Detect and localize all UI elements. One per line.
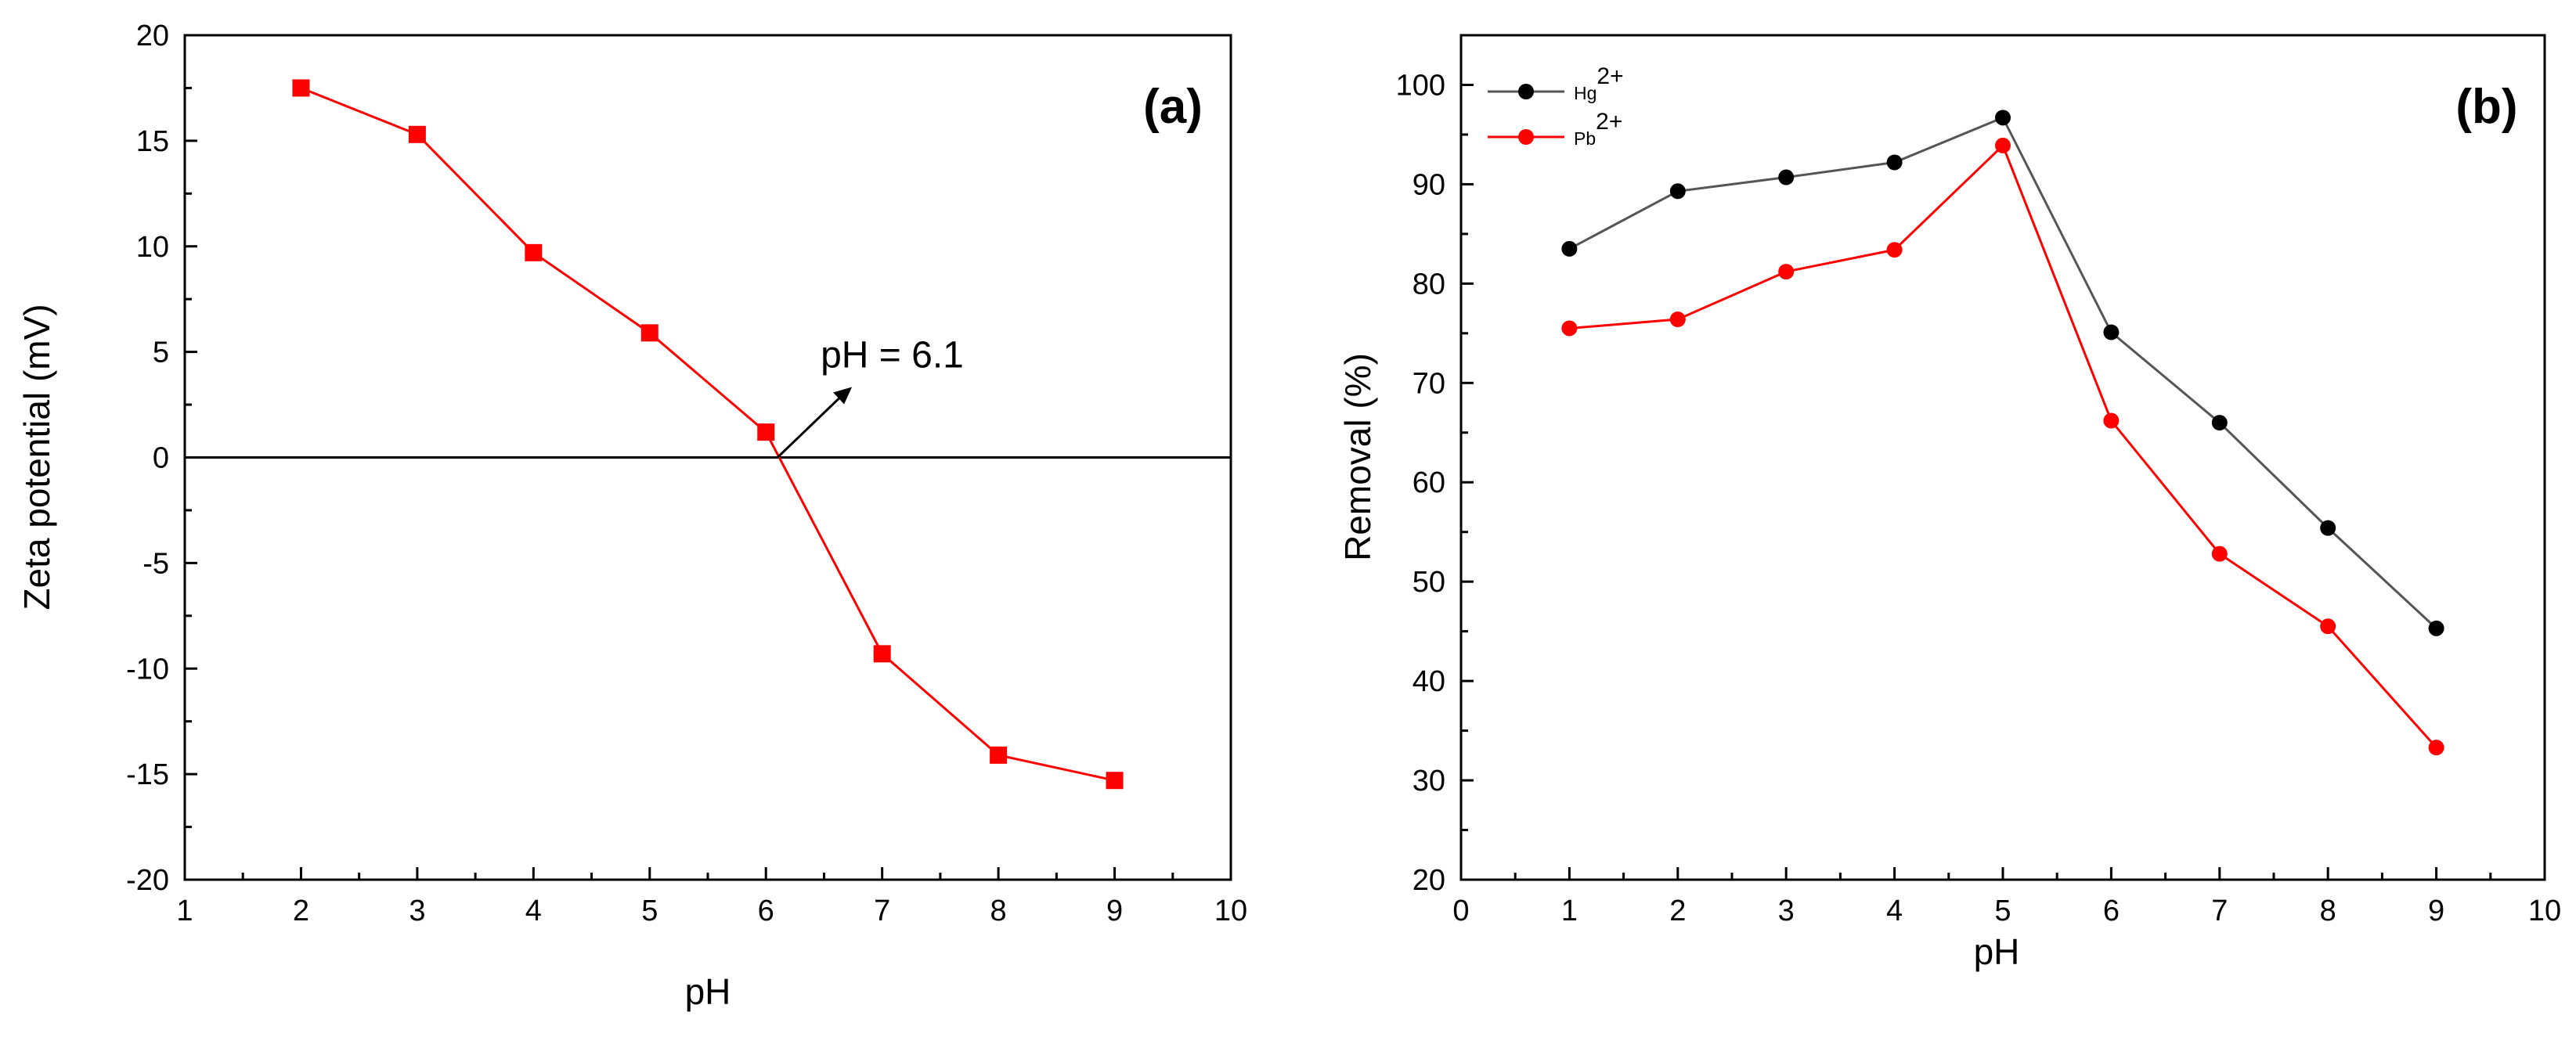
x-tick-label: 0 <box>1452 895 1469 927</box>
legend-label-superscript: 2+ <box>1596 109 1622 135</box>
x-tick-label: 9 <box>1106 895 1123 927</box>
legend-label-base: Hg <box>1574 83 1596 103</box>
x-tick-label: 10 <box>1214 895 1247 927</box>
panel-label: (a) <box>1143 80 1203 134</box>
data-point <box>1995 110 2011 126</box>
y-tick-label: 70 <box>1412 367 1445 400</box>
x-tick-label: 5 <box>641 895 658 927</box>
y-tick-label: 100 <box>1396 69 1445 102</box>
y-axis-title: Removal (%) <box>1337 353 1378 561</box>
y-tick-label: -5 <box>143 547 169 580</box>
x-tick-label: 5 <box>1994 895 2011 927</box>
y-tick-label: 90 <box>1412 168 1445 201</box>
y-tick-label: 80 <box>1412 268 1445 301</box>
data-point <box>1106 772 1124 790</box>
y-tick-label: 50 <box>1412 566 1445 599</box>
legend-label-base: Pb <box>1574 128 1596 149</box>
data-point <box>2211 415 2228 431</box>
y-tick-label: -20 <box>126 864 169 897</box>
x-tick-label: 6 <box>758 895 774 927</box>
data-point <box>757 423 775 441</box>
data-point <box>292 79 310 97</box>
data-point <box>2211 546 2228 562</box>
data-point <box>873 645 891 663</box>
panel-label: (b) <box>2455 80 2517 134</box>
annotation-arrow-shaft <box>777 397 841 459</box>
chart-a-zeta-potential: 1 2 3 4 5 6 7 8 9 10 20 15 10 5 0 -5 -10 -15 -20 pH Zeta pot… <box>16 20 1247 1012</box>
legend-marker <box>1518 84 1534 99</box>
legend-label: Pb2+ <box>1574 109 1622 149</box>
data-point <box>2103 324 2120 340</box>
series-line <box>300 87 1115 782</box>
data-point <box>408 125 426 143</box>
data-point <box>1669 311 1686 328</box>
data-point <box>2320 618 2336 635</box>
x-tick-label: 8 <box>990 895 1007 927</box>
annotation-arrowhead <box>833 387 853 405</box>
x-tick-label: 2 <box>293 895 309 927</box>
y-tick-label: 5 <box>153 337 169 369</box>
y-tick-label: 10 <box>136 231 169 264</box>
x-tick-label: 3 <box>1778 895 1795 927</box>
x-tick-label: 1 <box>1561 895 1578 927</box>
data-point <box>2428 620 2444 636</box>
data-point <box>1669 183 1686 200</box>
y-tick-label: 30 <box>1412 765 1445 798</box>
data-point <box>2428 740 2444 756</box>
y-tick-label: 0 <box>153 442 169 475</box>
legend-label-superscript: 2+ <box>1596 63 1623 89</box>
data-point <box>525 243 543 261</box>
x-tick-label: 9 <box>2428 895 2444 927</box>
annotation-label: pH = 6.1 <box>821 335 964 376</box>
y-tick-label: 15 <box>136 125 169 158</box>
data-point <box>2103 412 2120 429</box>
plot-frame <box>1459 34 2546 881</box>
legend-marker <box>1518 129 1534 145</box>
data-point <box>1886 242 1903 258</box>
x-tick-label: 6 <box>2103 895 2120 927</box>
data-point <box>640 324 658 342</box>
x-tick-label: 4 <box>525 895 542 927</box>
x-tick-label: 7 <box>2211 895 2228 927</box>
y-tick-label: -15 <box>126 758 169 791</box>
y-tick-label: 20 <box>1412 864 1445 897</box>
data-point <box>1561 240 1578 257</box>
series-line <box>1568 116 2437 629</box>
y-tick-label: 40 <box>1412 665 1445 698</box>
series-line <box>1569 143 2437 749</box>
x-axis-title: pH <box>685 971 731 1012</box>
data-point <box>1886 154 1903 171</box>
x-tick-label: 8 <box>2320 895 2336 927</box>
x-axis-title: pH <box>1974 931 2020 972</box>
x-tick-label: 2 <box>1669 895 1686 927</box>
data-point <box>1995 137 2011 153</box>
data-point <box>990 746 1008 764</box>
chart-b-removal: 0 1 2 3 4 5 6 7 8 9 10 100 90 80 70 60 50 40 30 20 pH Removal… <box>1337 34 2561 972</box>
x-tick-label: 7 <box>874 895 890 927</box>
y-axis-title: Zeta potential (mV) <box>16 304 57 610</box>
y-tick-label: 60 <box>1412 466 1445 499</box>
data-point <box>1561 320 1578 337</box>
x-tick-label: 10 <box>2528 895 2561 927</box>
data-point <box>2320 520 2336 536</box>
data-point <box>1778 264 1795 280</box>
x-tick-label: 4 <box>1886 895 1903 927</box>
y-tick-label: 20 <box>136 20 169 52</box>
y-tick-label: -10 <box>126 653 169 686</box>
x-tick-label: 1 <box>176 895 193 927</box>
data-point <box>1778 169 1795 185</box>
x-tick-label: 3 <box>409 895 425 927</box>
legend-label: Hg2+ <box>1574 63 1624 103</box>
